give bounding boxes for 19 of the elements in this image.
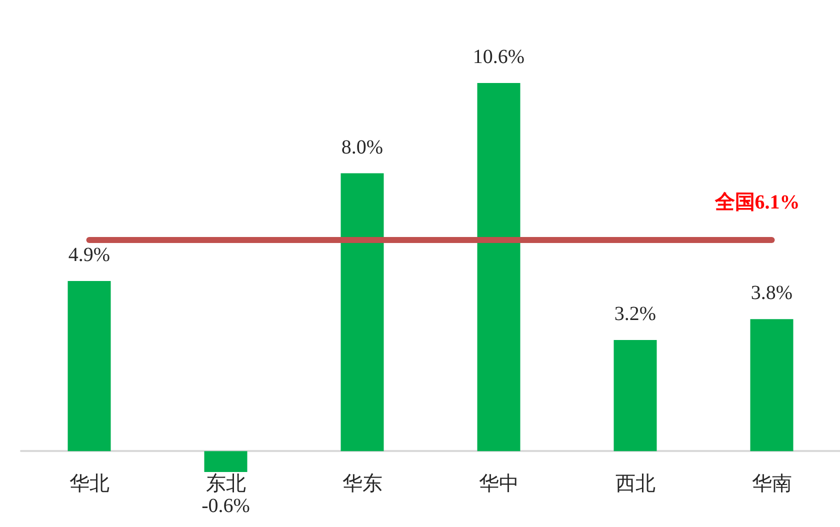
data-label: 3.2% xyxy=(614,303,656,326)
bar xyxy=(750,319,794,452)
ref-line-label: 全国6.1% xyxy=(714,191,800,214)
bar xyxy=(68,280,111,452)
x-tick-label: 华中 xyxy=(478,473,519,495)
x-tick-label: 华东 xyxy=(342,473,382,495)
bar xyxy=(477,83,520,452)
data-label: 4.9% xyxy=(68,244,110,266)
x-tick-label: 东北 xyxy=(206,473,246,495)
x-tick-label: 华南 xyxy=(752,473,792,495)
data-label: 10.6% xyxy=(472,46,525,68)
data-label: -0.6% xyxy=(202,495,250,517)
x-tick-label: 华北 xyxy=(69,473,110,495)
x-tick-label: 西北 xyxy=(615,473,656,495)
bar xyxy=(340,173,384,452)
bar xyxy=(204,451,248,472)
data-label: 8.0% xyxy=(341,136,384,158)
data-label: 3.8% xyxy=(750,282,793,304)
bar xyxy=(614,340,657,452)
